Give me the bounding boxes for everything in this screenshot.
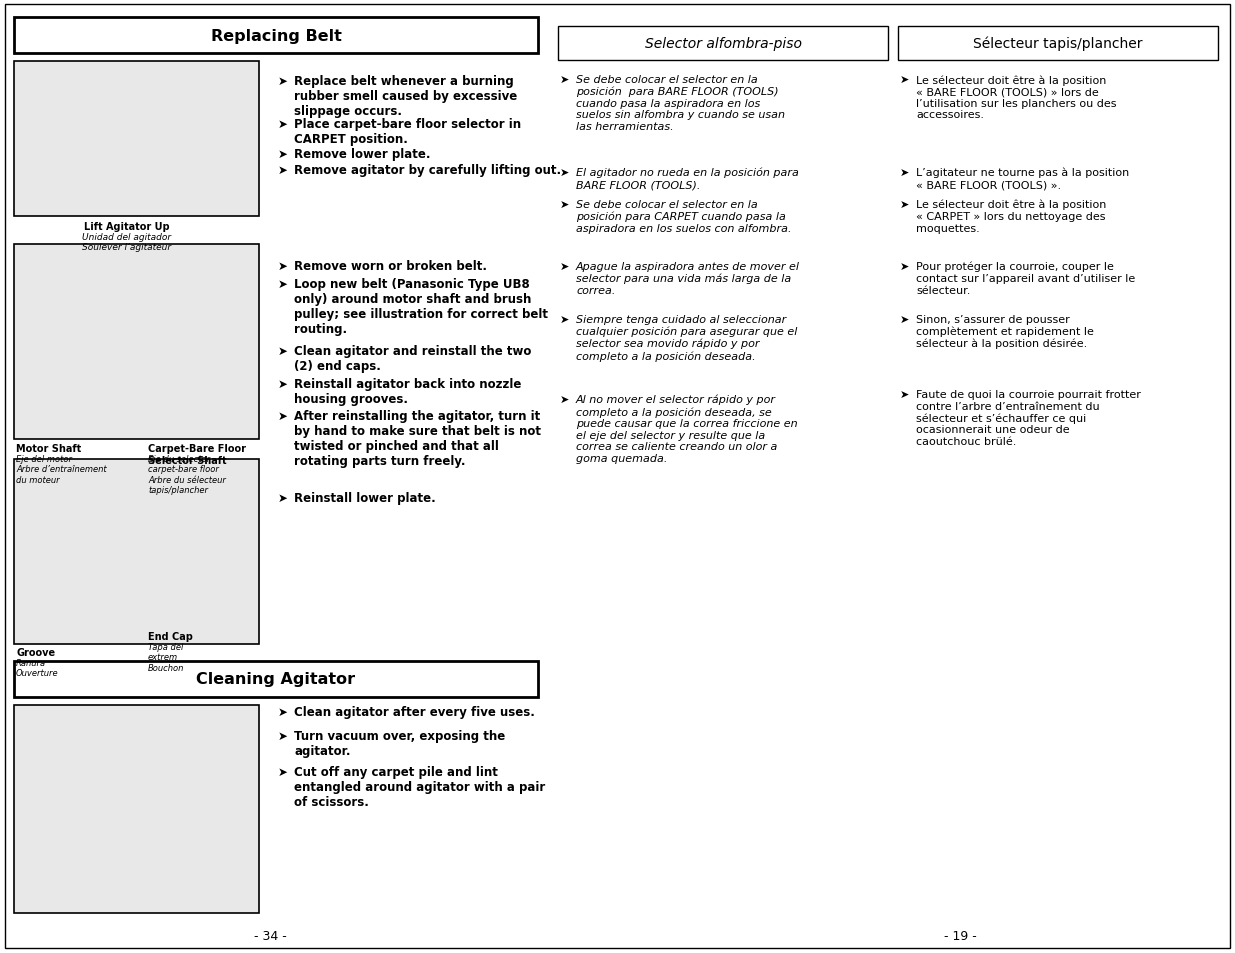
Text: ➤: ➤ [900, 390, 913, 399]
Bar [558, 27, 888, 61]
Text: Motor Shaft: Motor Shaft [16, 443, 82, 454]
Text: Sinon, s’assurer de pousser
complètement et rapidement le
sélecteur à la positio: Sinon, s’assurer de pousser complètement… [916, 314, 1094, 349]
Text: ➤: ➤ [278, 345, 291, 357]
Text: ➤: ➤ [900, 314, 913, 325]
Text: Faute de quoi la courroie pourrait frotter
contre l’arbre d’entraînement du
séle: Faute de quoi la courroie pourrait frott… [916, 390, 1141, 447]
Text: ➤: ➤ [559, 314, 573, 325]
Text: Clean agitator and reinstall the two
(2) end caps.: Clean agitator and reinstall the two (2)… [294, 345, 531, 373]
Text: ➤: ➤ [278, 705, 291, 719]
Text: Eje du selector
carpet-bare floor
Arbre du sélecteur
tapis/plancher: Eje du selector carpet-bare floor Arbre … [148, 455, 226, 495]
Bar [14, 661, 538, 698]
Text: Se debe colocar el selector en la
posición para CARPET cuando pasa la
aspiradora: Se debe colocar el selector en la posici… [576, 200, 792, 233]
Text: Apague la aspiradora antes de mover el
selector para una vida más larga de la
co: Apague la aspiradora antes de mover el s… [576, 262, 800, 295]
Text: Remove agitator by carefully lifting out.: Remove agitator by carefully lifting out… [294, 164, 561, 177]
Text: Clean agitator after every five uses.: Clean agitator after every five uses. [294, 705, 535, 719]
Text: Selector alfombra-piso: Selector alfombra-piso [645, 37, 802, 51]
Text: Turn vacuum over, exposing the
agitator.: Turn vacuum over, exposing the agitator. [294, 729, 505, 758]
Text: ➤: ➤ [900, 200, 913, 210]
Text: Reinstall lower plate.: Reinstall lower plate. [294, 492, 436, 504]
Text: ➤: ➤ [278, 729, 291, 742]
Text: ➤: ➤ [278, 75, 291, 88]
Text: Loop new belt (Panasonic Type UB8
only) around motor shaft and brush
pulley; see: Loop new belt (Panasonic Type UB8 only) … [294, 277, 548, 335]
Bar [14, 18, 538, 54]
Text: Groove: Groove [16, 647, 56, 658]
Text: ➤: ➤ [559, 75, 573, 85]
Text: Cut off any carpet pile and lint
entangled around agitator with a pair
of scisso: Cut off any carpet pile and lint entangl… [294, 765, 545, 808]
Text: Ranura
Ouverture: Ranura Ouverture [16, 659, 58, 678]
Text: Sélecteur tapis/plancher: Sélecteur tapis/plancher [973, 37, 1142, 51]
Bar [14, 705, 259, 913]
Text: Siempre tenga cuidado al seleccionar
cualquier posición para asegurar que el
sel: Siempre tenga cuidado al seleccionar cua… [576, 314, 798, 361]
Text: Remove worn or broken belt.: Remove worn or broken belt. [294, 260, 487, 273]
Text: End Cap: End Cap [148, 631, 193, 641]
Text: ➤: ➤ [278, 164, 291, 177]
Text: ➤: ➤ [559, 262, 573, 272]
Text: Reinstall agitator back into nozzle
housing grooves.: Reinstall agitator back into nozzle hous… [294, 377, 521, 406]
Text: ➤: ➤ [278, 765, 291, 779]
Text: Remove lower plate.: Remove lower plate. [294, 148, 431, 161]
Bar [14, 245, 259, 439]
Text: Replacing Belt: Replacing Belt [210, 29, 341, 44]
Text: Unidad del agitador
Soulever l’agitateur: Unidad del agitador Soulever l’agitateur [83, 233, 172, 253]
Text: ➤: ➤ [278, 492, 291, 504]
Text: ➤: ➤ [559, 395, 573, 405]
Text: ➤: ➤ [278, 118, 291, 131]
Text: After reinstalling the agitator, turn it
by hand to make sure that belt is not
t: After reinstalling the agitator, turn it… [294, 410, 541, 468]
Text: Eje del motor
Arbre d’entraînement
du moteur: Eje del motor Arbre d’entraînement du mo… [16, 455, 106, 484]
Text: Carpet-Bare Floor
Selector Shaft: Carpet-Bare Floor Selector Shaft [148, 443, 246, 465]
Text: ➤: ➤ [559, 168, 573, 178]
Text: ➤: ➤ [559, 200, 573, 210]
Text: ➤: ➤ [900, 262, 913, 272]
Bar [898, 27, 1218, 61]
Text: Lift Agitator Up: Lift Agitator Up [84, 222, 170, 232]
Text: ➤: ➤ [278, 410, 291, 422]
Bar [14, 459, 259, 644]
Text: Al no mover el selector rápido y por
completo a la posición deseada, se
puede ca: Al no mover el selector rápido y por com… [576, 395, 798, 463]
Text: - 19 -: - 19 - [944, 929, 977, 942]
Text: Se debe colocar el selector en la
posición  para BARE FLOOR (TOOLS)
cuando pasa : Se debe colocar el selector en la posici… [576, 75, 785, 132]
Text: ➤: ➤ [900, 75, 913, 85]
Text: L’agitateur ne tourne pas à la position
« BARE FLOOR (TOOLS) ».: L’agitateur ne tourne pas à la position … [916, 168, 1129, 190]
Text: - 34 -: - 34 - [253, 929, 287, 942]
Text: Cleaning Agitator: Cleaning Agitator [196, 672, 356, 687]
Text: ➤: ➤ [278, 377, 291, 391]
Text: ➤: ➤ [900, 168, 913, 178]
Text: Pour protéger la courroie, couper le
contact sur l’appareil avant d’utiliser le
: Pour protéger la courroie, couper le con… [916, 262, 1135, 295]
Text: Le sélecteur doit être à la position
« CARPET » lors du nettoyage des
moquettes.: Le sélecteur doit être à la position « C… [916, 200, 1107, 233]
Text: ➤: ➤ [278, 148, 291, 161]
Text: Le sélecteur doit être à la position
« BARE FLOOR (TOOLS) » lors de
l’utilisatio: Le sélecteur doit être à la position « B… [916, 75, 1116, 120]
Text: ➤: ➤ [278, 260, 291, 273]
Text: El agitador no rueda en la posición para
BARE FLOOR (TOOLS).: El agitador no rueda en la posición para… [576, 168, 799, 190]
Bar [14, 62, 259, 216]
Text: Replace belt whenever a burning
rubber smell caused by excessive
slippage occurs: Replace belt whenever a burning rubber s… [294, 75, 517, 118]
Text: ➤: ➤ [278, 277, 291, 291]
Text: Tapa del
extrem
Bouchon: Tapa del extrem Bouchon [148, 642, 184, 672]
Text: Place carpet-bare floor selector in
CARPET position.: Place carpet-bare floor selector in CARP… [294, 118, 521, 146]
